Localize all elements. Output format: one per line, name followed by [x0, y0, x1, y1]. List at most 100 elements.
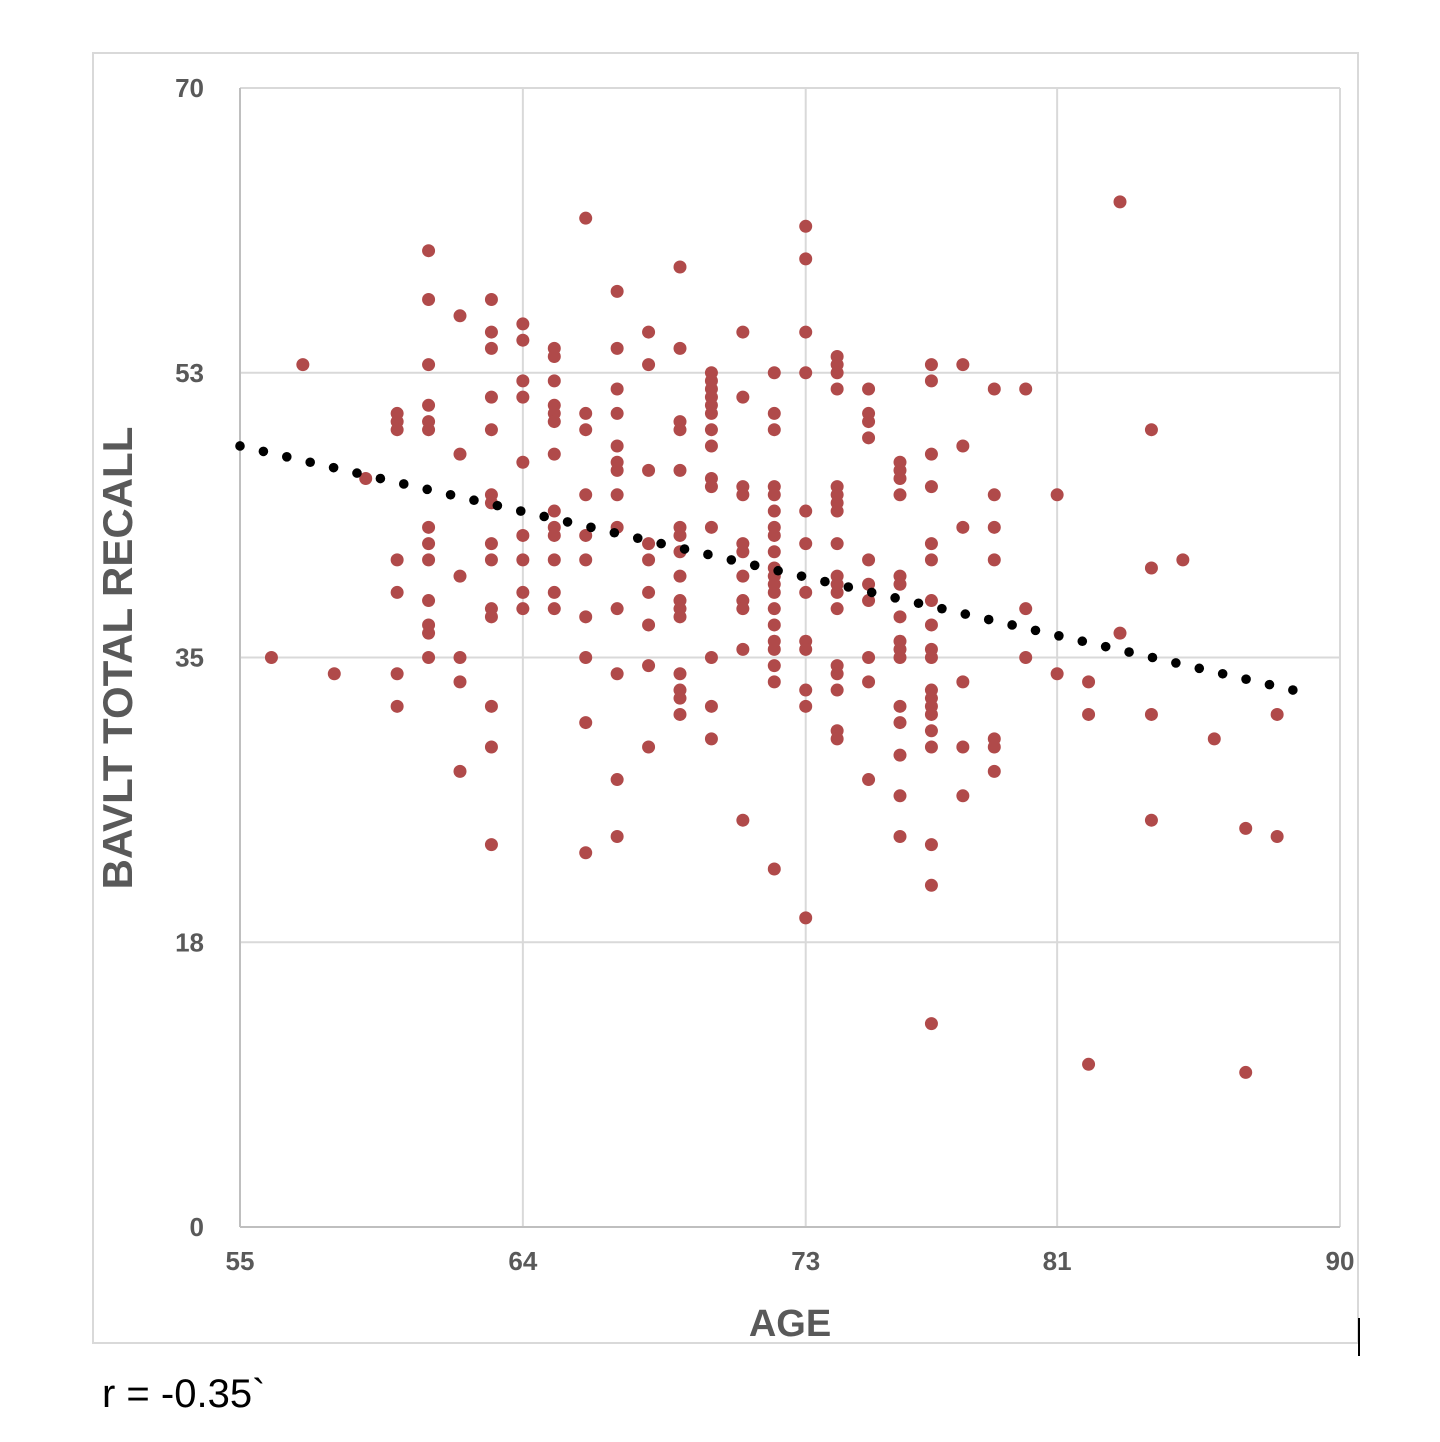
data-point — [1113, 195, 1127, 209]
data-point — [610, 284, 624, 298]
data-point — [924, 374, 938, 388]
data-point — [1270, 707, 1284, 721]
data-point — [422, 423, 436, 437]
data-point — [862, 773, 876, 787]
data-point — [516, 333, 530, 347]
data-point — [704, 732, 718, 746]
data-point — [642, 325, 656, 339]
data-point — [862, 431, 876, 445]
data-point — [422, 398, 436, 412]
data-point — [422, 537, 436, 551]
data-point — [453, 309, 467, 323]
data-point — [799, 537, 813, 551]
data-point — [484, 325, 498, 339]
data-point — [893, 789, 907, 803]
data-point — [610, 829, 624, 843]
data-point — [830, 683, 844, 697]
data-point — [767, 618, 781, 632]
data-point — [830, 366, 844, 380]
x-axis-title: AGE — [749, 1303, 831, 1345]
data-point — [673, 528, 687, 542]
data-point — [484, 341, 498, 355]
data-point — [924, 480, 938, 494]
data-point — [516, 602, 530, 616]
data-point — [547, 602, 561, 616]
data-point — [767, 659, 781, 673]
data-point — [924, 537, 938, 551]
data-point — [736, 602, 750, 616]
trendline-dot — [632, 533, 643, 543]
trendline-dot — [820, 576, 830, 587]
data-point — [547, 447, 561, 461]
trendline-dot — [375, 473, 386, 484]
data-point — [1239, 1065, 1253, 1079]
data-point — [1019, 602, 1033, 616]
data-point — [579, 553, 593, 567]
trendline-dot — [445, 489, 456, 500]
data-point — [673, 707, 687, 721]
data-point — [516, 553, 530, 567]
trendline-dot — [843, 582, 854, 592]
trendline-dot — [515, 506, 526, 516]
data-point — [422, 358, 436, 372]
data-point — [610, 439, 624, 453]
data-point — [704, 520, 718, 534]
data-point — [987, 764, 1001, 778]
data-point — [862, 553, 876, 567]
data-point — [862, 651, 876, 664]
data-point — [893, 577, 907, 591]
data-point — [484, 553, 498, 567]
data-point — [673, 667, 687, 681]
y-tick-label: 53 — [175, 358, 204, 388]
data-point — [987, 488, 1001, 502]
data-point — [893, 651, 907, 664]
data-point — [893, 716, 907, 730]
data-point — [673, 610, 687, 624]
data-point — [422, 520, 436, 534]
data-point — [1050, 488, 1064, 502]
data-point — [956, 789, 970, 803]
data-point — [579, 488, 593, 502]
data-point — [422, 293, 436, 307]
data-point — [516, 455, 530, 469]
data-point — [767, 504, 781, 518]
data-point — [956, 675, 970, 689]
data-point — [547, 349, 561, 363]
data-point — [799, 585, 813, 599]
data-point — [830, 602, 844, 616]
data-point — [767, 545, 781, 559]
trendline-dot — [1241, 674, 1251, 684]
trendline-dot — [773, 565, 783, 576]
data-point — [610, 667, 624, 681]
trendline-dot — [1077, 636, 1088, 647]
data-point — [453, 764, 467, 778]
data-point — [453, 675, 467, 689]
data-point — [1113, 626, 1127, 640]
y-tick-label: 70 — [175, 73, 204, 103]
x-tick-label: 64 — [508, 1246, 537, 1276]
data-point — [736, 488, 750, 502]
data-point — [830, 585, 844, 599]
trendline-dot — [328, 462, 339, 473]
data-point — [484, 390, 498, 404]
data-point — [767, 642, 781, 656]
data-point — [924, 594, 938, 608]
trendline-dot — [305, 457, 315, 468]
data-point — [547, 585, 561, 599]
data-point — [736, 545, 750, 559]
data-point — [704, 439, 718, 453]
data-point — [359, 472, 373, 486]
data-point — [264, 651, 278, 664]
data-point — [547, 553, 561, 567]
trendline-dot — [679, 544, 690, 554]
data-point — [862, 675, 876, 689]
data-point — [610, 488, 624, 502]
data-point — [924, 724, 938, 738]
data-point — [830, 382, 844, 396]
data-point — [924, 447, 938, 461]
data-point — [516, 317, 530, 331]
y-tick-label: 0 — [190, 1212, 204, 1242]
data-point — [893, 829, 907, 843]
data-point — [642, 358, 656, 372]
